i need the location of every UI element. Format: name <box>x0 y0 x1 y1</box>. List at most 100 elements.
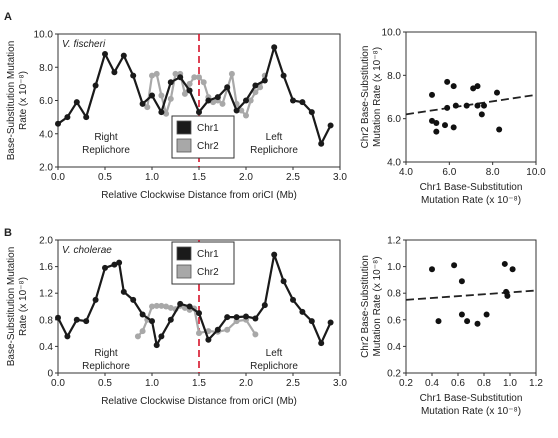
x-tick-label: 0.5 <box>98 172 112 183</box>
data-point-chr1 <box>290 297 296 303</box>
legend-swatch-chr1 <box>177 247 191 260</box>
data-point-chr1 <box>187 88 193 94</box>
data-point-chr1 <box>55 121 61 127</box>
data-point-chr1 <box>149 93 155 99</box>
data-point-chr1 <box>149 318 155 324</box>
y-axis-label-line2: Rate (x 10⁻⁸) <box>18 71 29 130</box>
scatter-point <box>475 321 481 327</box>
data-point-chr1 <box>74 99 80 105</box>
y-tick-label: 1.6 <box>39 262 53 273</box>
data-point-chr1 <box>177 301 183 307</box>
x-tick-label: 1.0 <box>145 378 159 389</box>
replichore-label: Replichore <box>250 145 298 156</box>
y-tick-label: 0.4 <box>387 342 401 353</box>
y-tick-label: 0.2 <box>387 369 401 380</box>
data-point-chr1 <box>177 74 183 80</box>
legend-label: Chr1 <box>197 123 219 134</box>
data-point-chr2 <box>252 331 258 337</box>
trend-line <box>406 291 536 300</box>
legend-swatch-chr2 <box>177 265 191 278</box>
legend-label: Chr2 <box>197 141 219 152</box>
x-tick-label: 0.4 <box>425 378 439 389</box>
scatter-point <box>444 79 450 85</box>
scatter-point <box>429 92 435 98</box>
y-axis-label-line1: Chr2 Base-Substitution <box>360 46 371 149</box>
x-tick-label: 1.0 <box>145 172 159 183</box>
data-point-chr1 <box>205 98 211 104</box>
x-tick-label: 10.0 <box>526 167 546 178</box>
scatter-point <box>510 266 516 272</box>
scatter-point <box>475 103 481 109</box>
x-tick-label: 1.2 <box>529 378 543 389</box>
data-point-chr1 <box>196 109 202 115</box>
y-axis-label-line2: Rate (x 10⁻⁸) <box>18 277 29 336</box>
data-point-chr1 <box>262 78 268 84</box>
species-label: V. fischeri <box>62 39 106 50</box>
y-axis-label-line2: Mutation Rate (x 10⁻⁸) <box>372 47 383 147</box>
x-axis-label: Relative Clockwise Distance from oriCI (… <box>101 396 297 407</box>
data-point-chr2 <box>196 74 202 80</box>
y-axis-label-line2: Mutation Rate (x 10⁻⁸) <box>372 256 383 356</box>
series-line-chr2 <box>147 74 264 116</box>
y-tick-label: 0 <box>47 369 53 380</box>
legend-label: Chr1 <box>197 249 219 260</box>
data-point-chr1 <box>215 94 221 100</box>
x-tick-label: 1.0 <box>503 378 517 389</box>
y-tick-label: 0.4 <box>39 342 53 353</box>
scatter-point <box>451 83 457 89</box>
data-point-chr1 <box>328 122 334 128</box>
data-point-chr1 <box>74 317 80 323</box>
data-point-chr1 <box>64 114 70 120</box>
data-point-chr1 <box>93 297 99 303</box>
data-point-chr2 <box>135 333 141 339</box>
data-point-chr1 <box>299 99 305 105</box>
trend-line <box>406 95 536 115</box>
scatter-point <box>496 127 502 133</box>
x-tick-label: 4.0 <box>399 167 413 178</box>
data-point-chr1 <box>281 73 287 79</box>
data-point-chr2 <box>196 330 202 336</box>
data-point-chr1 <box>83 114 89 120</box>
legend-swatch-chr1 <box>177 121 191 134</box>
x-axis-label-line1: Chr1 Base-Substitution <box>420 182 523 193</box>
data-point-chr2 <box>140 328 146 334</box>
data-point-chr1 <box>234 314 240 320</box>
y-tick-label: 6.0 <box>39 96 53 107</box>
scatter-point <box>504 293 510 299</box>
data-point-chr1 <box>205 337 211 343</box>
y-tick-label: 1.0 <box>387 262 401 273</box>
y-tick-label: 4.0 <box>387 158 401 169</box>
x-tick-label: 0.0 <box>51 172 65 183</box>
data-point-chr1 <box>318 340 324 346</box>
scatter-point <box>433 120 439 126</box>
x-tick-label: 0.5 <box>98 378 112 389</box>
replichore-label: Left <box>266 348 283 359</box>
scatter-point <box>433 129 439 135</box>
data-point-chr1 <box>121 53 127 59</box>
data-point-chr1 <box>102 51 108 57</box>
data-point-chr1 <box>187 304 193 310</box>
x-tick-label: 0.2 <box>399 378 413 389</box>
data-point-chr1 <box>158 333 164 339</box>
data-point-chr1 <box>271 44 277 50</box>
scatter-point <box>464 318 470 324</box>
x-tick-label: 0.8 <box>477 378 491 389</box>
data-point-chr2 <box>229 71 235 77</box>
x-axis-label-line2: Mutation Rate (x 10⁻⁸) <box>421 406 521 417</box>
scatter-point <box>436 318 442 324</box>
scatter-point <box>459 278 465 284</box>
data-point-chr1 <box>55 315 61 321</box>
x-tick-label: 6.0 <box>442 167 456 178</box>
data-point-chr1 <box>309 318 315 324</box>
data-point-chr1 <box>116 260 122 266</box>
legend-swatch-chr2 <box>177 139 191 152</box>
x-tick-label: 3.0 <box>333 172 347 183</box>
data-point-chr2 <box>224 327 230 333</box>
x-tick-label: 2.5 <box>286 172 300 183</box>
data-point-chr1 <box>224 84 230 90</box>
data-point-chr1 <box>243 313 249 319</box>
y-tick-label: 0.6 <box>387 315 401 326</box>
x-tick-label: 0.6 <box>451 378 465 389</box>
data-point-chr2 <box>201 79 207 85</box>
